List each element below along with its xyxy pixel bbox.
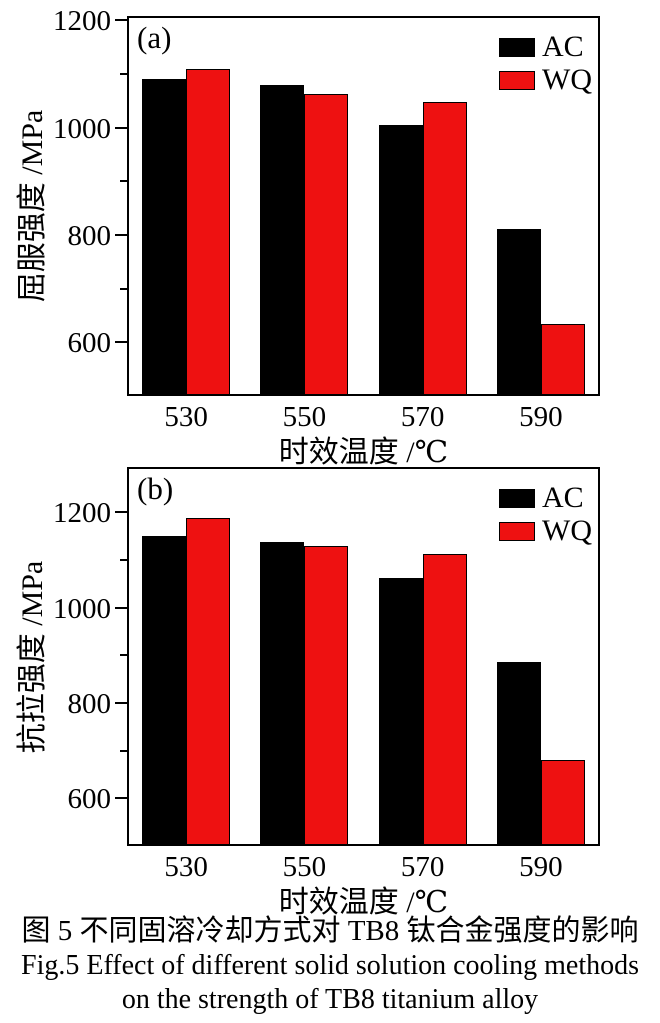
bar-ac-550: [260, 542, 305, 846]
legend-label-wq: WQ: [542, 63, 592, 96]
y-major-tick: [115, 701, 127, 704]
x-axis-title: 时效温度 /℃: [278, 436, 449, 469]
legend-label-wq: WQ: [542, 514, 592, 547]
bar-ac-570: [378, 125, 423, 396]
y-major-tick: [115, 341, 127, 344]
x-tick-label-550: 550: [282, 401, 327, 433]
y-axis-title: 抗拉强度 /MPa: [16, 560, 49, 753]
y-major-tick: [115, 511, 127, 514]
figure-caption: 图 5 不同固溶冷却方式对 TB8 钛合金强度的影响 Fig.5 Effect …: [0, 914, 660, 1017]
y-major-tick: [115, 797, 127, 800]
y-tick-label-1200: 1200: [53, 497, 111, 530]
bar-ac-590: [496, 228, 541, 396]
bar-wq-530: [186, 68, 231, 396]
y-major-tick: [115, 19, 127, 22]
x-tick-label-590: 590: [519, 401, 563, 433]
legend-label-ac: AC: [542, 30, 584, 63]
y-minor-tick: [120, 72, 127, 75]
y-minor-tick: [120, 287, 127, 290]
bar-wq-550: [304, 93, 349, 396]
x-tick-label-590: 590: [519, 851, 563, 883]
legend-swatch-ac: [499, 37, 535, 57]
x-tick-label-570: 570: [400, 401, 445, 433]
legend-swatch-ac: [499, 488, 535, 508]
y-major-tick: [115, 233, 127, 236]
caption-english-line1: Fig.5 Effect of different solid solution…: [21, 949, 639, 981]
y-major-tick: [115, 126, 127, 129]
y-minor-tick: [120, 749, 127, 752]
y-tick-label-600: 600: [67, 783, 112, 816]
caption-chinese: 图 5 不同固溶冷却方式对 TB8 钛合金强度的影响: [21, 915, 639, 947]
y-tick-label-800: 800: [67, 687, 112, 720]
bar-wq-550: [304, 545, 349, 846]
bar-wq-530: [186, 518, 231, 846]
legend-label-ac: AC: [542, 481, 584, 514]
bar-wq-570: [422, 554, 467, 846]
y-tick-label-1000: 1000: [53, 592, 111, 625]
legend-item-wq: WQ: [499, 516, 592, 546]
y-tick-label-1000: 1000: [53, 112, 111, 145]
y-tick-label-600: 600: [67, 327, 112, 360]
bar-ac-530: [142, 536, 187, 846]
legend-item-wq: WQ: [499, 65, 592, 95]
x-axis-title: 时效温度 /℃: [278, 886, 449, 919]
y-minor-tick: [120, 654, 127, 657]
y-minor-tick: [120, 180, 127, 183]
panel-label-a: (a): [137, 20, 172, 55]
x-tick-label-550: 550: [282, 851, 327, 883]
y-major-tick: [115, 606, 127, 609]
caption-english-line2: on the strength of TB8 titanium alloy: [121, 983, 539, 1015]
x-tick-label-530: 530: [164, 851, 208, 883]
bar-wq-570: [422, 101, 467, 396]
bar-ac-590: [496, 662, 541, 846]
y-tick-label-800: 800: [67, 219, 112, 252]
legend: AC WQ: [499, 32, 592, 95]
x-tick-label-530: 530: [164, 401, 208, 433]
bar-ac-550: [260, 84, 305, 396]
y-tick-label-1200: 1200: [53, 5, 111, 38]
bar-ac-530: [142, 79, 187, 396]
legend-swatch-wq: [499, 70, 535, 90]
x-tick-label-570: 570: [400, 851, 445, 883]
bar-wq-590: [540, 760, 585, 846]
legend: AC WQ: [499, 483, 592, 546]
bar-ac-570: [378, 578, 423, 846]
legend-item-ac: AC: [499, 32, 592, 62]
y-minor-tick: [120, 558, 127, 561]
panel-label-b: (b): [137, 471, 174, 506]
legend-swatch-wq: [499, 521, 535, 541]
legend-item-ac: AC: [499, 483, 592, 513]
